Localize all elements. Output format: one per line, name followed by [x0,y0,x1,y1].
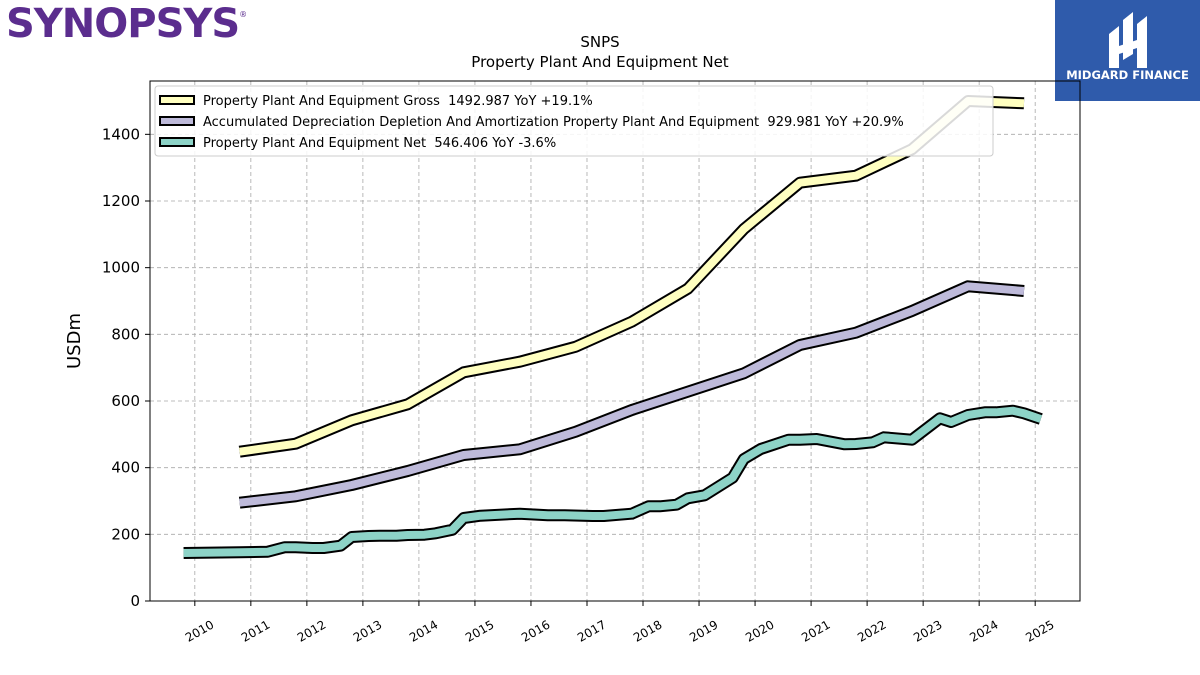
midgard-finance-logo: MIDGARD FINANCE [1055,0,1200,101]
midgard-finance-name: MIDGARD FINANCE [1066,68,1189,82]
series-line-2 [239,282,1025,507]
x-tick-label: 2022 [855,617,888,644]
midgard-logo-icon [1109,12,1147,68]
x-tick-label: 2014 [407,617,440,644]
chart-title: SNPS [580,33,620,51]
x-tick-label: 2019 [687,617,720,644]
y-tick-label: 0 [130,592,140,610]
x-tick-label: 2024 [967,617,1000,644]
x-tick-label: 2017 [575,617,608,644]
x-tick-label: 2025 [1023,617,1056,644]
y-tick-label: 1200 [102,192,140,210]
y-tick-label: 400 [111,459,140,477]
x-tick-label: 2015 [463,617,496,644]
legend-entry-2: Accumulated Depreciation Depletion And A… [203,115,904,130]
x-tick-label: 2010 [183,617,216,644]
synopsys-logo: SYNOPSYS® [6,2,247,46]
legend-box [154,85,994,157]
y-tick-label: 800 [111,325,140,343]
legend-swatch-1 [159,95,195,105]
synopsys-wordmark: SYNOPSYS [6,1,240,47]
x-tick-label: 2023 [911,617,944,644]
y-tick-label: 1400 [102,125,140,143]
legend: Property Plant And Equipment Gross 1492.… [154,85,994,157]
legend-entry-3: Property Plant And Equipment Net 546.406… [203,136,556,151]
chart-subtitle: Property Plant And Equipment Net [471,53,729,71]
y-axis: 0 200 400 600 800 1000 1200 1400 [102,125,150,610]
legend-entry-1: Property Plant And Equipment Gross 1492.… [203,94,593,109]
plot-frame [149,80,1081,602]
x-tick-label: 2016 [519,617,552,644]
x-tick-label: 2021 [799,617,832,644]
legend-swatch-2 [159,116,195,126]
series-line-3 [183,406,1043,557]
x-tick-label: 2013 [351,617,384,644]
legend-swatch-3 [159,137,195,147]
registered-mark: ® [239,10,248,19]
x-axis: 2010 2011 2012 2013 2014 2015 2016 2017 2018 2019… [183,601,1057,645]
y-axis-label: USDm [64,313,85,369]
y-tick-label: 600 [111,392,140,410]
series-line-1 [239,97,1025,456]
x-tick-label: 2018 [631,617,664,644]
x-tick-label: 2020 [743,617,776,644]
y-tick-label: 200 [111,525,140,543]
x-tick-label: 2011 [239,617,272,644]
grid-lines [150,81,1080,601]
x-tick-label: 2012 [295,617,328,644]
y-tick-label: 1000 [102,259,140,277]
series-lines [183,95,1043,559]
